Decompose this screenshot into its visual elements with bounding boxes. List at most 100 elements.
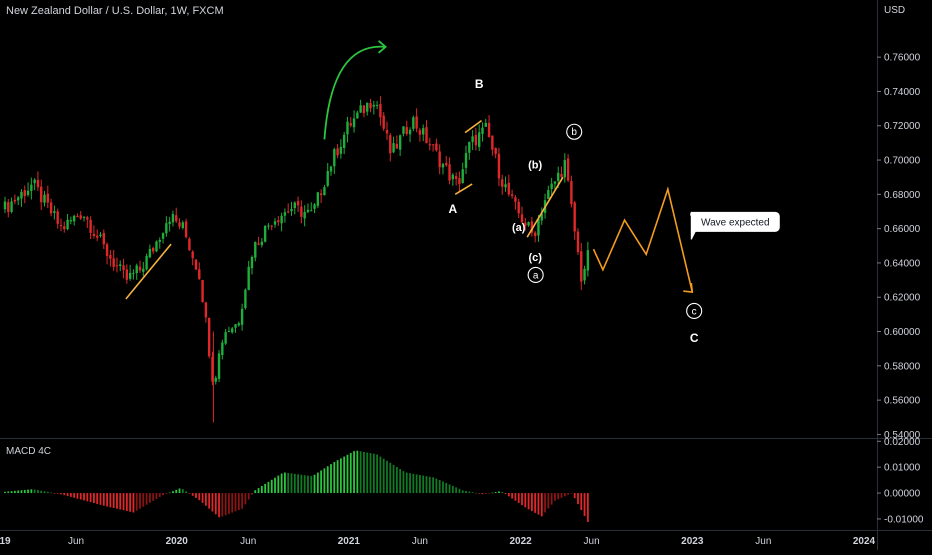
candle-body xyxy=(270,225,273,227)
macd-bar xyxy=(96,493,99,504)
candle-body xyxy=(366,102,369,112)
macd-bar xyxy=(346,454,349,494)
candle-body xyxy=(408,129,412,135)
macd-bar xyxy=(99,493,102,505)
price-tick-label: 0.70000 xyxy=(884,156,921,167)
macd-bar xyxy=(17,490,20,494)
macd-bar xyxy=(53,493,56,494)
macd-bar xyxy=(241,493,243,509)
macd-bar xyxy=(432,477,434,494)
macd-bar xyxy=(93,493,95,504)
wave-label-a: A xyxy=(449,202,458,216)
candle-body xyxy=(23,190,26,197)
candle-body xyxy=(231,328,234,333)
candle-body xyxy=(237,323,241,326)
candle-body xyxy=(224,332,227,344)
candle-body xyxy=(494,148,497,154)
macd-bar xyxy=(43,491,46,494)
candle-body xyxy=(303,211,306,219)
macd-bar xyxy=(40,490,43,494)
macd-bar xyxy=(191,493,194,496)
macd-bar xyxy=(129,493,132,512)
candle-body xyxy=(194,259,198,270)
macd-bar xyxy=(419,474,421,494)
candle-body xyxy=(550,183,553,189)
macd-bar xyxy=(544,493,546,513)
macd-bar xyxy=(547,493,550,509)
candle-body xyxy=(573,202,576,232)
wave-label-c: C xyxy=(690,331,699,345)
candle-body xyxy=(514,197,517,202)
candle-body xyxy=(524,222,527,227)
candle-body xyxy=(119,264,122,267)
candle-body xyxy=(323,187,326,196)
macd-bar xyxy=(399,469,402,494)
macd-bar xyxy=(402,471,405,494)
candle-body xyxy=(385,130,389,134)
macd-bar xyxy=(56,493,59,494)
candle-body xyxy=(533,232,537,237)
macd-bar xyxy=(494,492,497,494)
candle-body xyxy=(527,222,530,226)
candle-body xyxy=(96,235,99,238)
macd-bar xyxy=(455,487,458,494)
candle-body xyxy=(46,193,50,203)
candle-body xyxy=(415,116,418,129)
macd-bar xyxy=(438,480,441,494)
macd-bar xyxy=(554,493,556,501)
macd-bar xyxy=(287,472,290,494)
macd-bar xyxy=(270,479,273,494)
candle-body xyxy=(82,216,86,218)
candle-body xyxy=(586,250,590,271)
circled-label-b-ring xyxy=(566,123,583,140)
candle-body xyxy=(89,219,92,233)
candle-body xyxy=(484,122,487,127)
candle-body xyxy=(468,142,471,153)
macd-bar xyxy=(412,473,415,494)
candle-body xyxy=(362,105,366,114)
macd-tick-label: 0.00000 xyxy=(884,489,921,500)
chart-title: New Zealand Dollar / U.S. Dollar, 1W, FX… xyxy=(6,5,224,17)
macd-bar xyxy=(122,493,125,511)
macd-bar xyxy=(577,493,579,505)
candle-body xyxy=(26,190,30,196)
macd-bar xyxy=(586,493,589,522)
candle-body xyxy=(277,220,280,223)
candle-body xyxy=(342,134,346,148)
candle-body xyxy=(425,127,428,144)
candle-body xyxy=(214,377,217,382)
macd-bar xyxy=(83,493,85,501)
candle-body xyxy=(132,273,135,275)
time-tick-label: Jun xyxy=(240,536,256,547)
macd-bar xyxy=(7,491,10,494)
macd-bar xyxy=(326,466,329,494)
candle-body xyxy=(263,225,267,242)
candle-body xyxy=(43,194,46,203)
price-tick-label: 0.64000 xyxy=(884,258,921,269)
macd-bar xyxy=(277,475,280,494)
candle-body xyxy=(547,190,550,199)
circled-label-c-ring xyxy=(686,302,703,320)
projection-path xyxy=(592,186,694,293)
macd-bar xyxy=(504,493,507,495)
macd-bar xyxy=(274,477,276,494)
candle-body xyxy=(306,209,310,213)
macd-bar xyxy=(359,451,362,494)
candle-body xyxy=(481,127,484,134)
macd-bar xyxy=(567,493,570,495)
macd-bar xyxy=(471,492,474,494)
macd-bar xyxy=(386,460,388,494)
candle-body xyxy=(188,238,191,251)
candle-body xyxy=(537,218,540,236)
candle-body xyxy=(471,136,474,143)
candle-body xyxy=(563,160,567,178)
macd-bar xyxy=(307,475,309,494)
indicator-title: MACD 4C xyxy=(6,446,52,457)
projection-arrow-head xyxy=(683,283,694,293)
candle-body xyxy=(112,258,115,267)
macd-bar xyxy=(224,493,227,516)
macd-bar xyxy=(372,453,375,494)
candle-body xyxy=(30,184,33,191)
candle-body xyxy=(155,241,158,252)
